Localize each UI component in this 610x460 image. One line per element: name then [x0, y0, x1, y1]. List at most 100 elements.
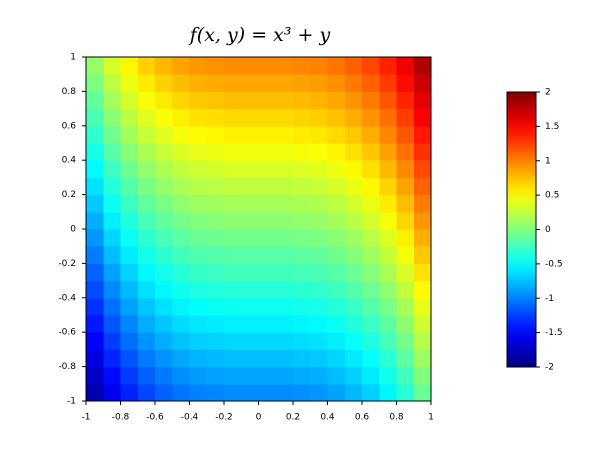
colorbar-tick-label: -1	[545, 294, 554, 304]
heat-cell	[206, 143, 225, 161]
heat-cell	[275, 194, 294, 213]
y-tick-label: -1	[67, 397, 76, 407]
heat-cell	[362, 349, 380, 368]
heat-cell	[189, 211, 208, 230]
heat-cell	[120, 108, 139, 127]
heat-cell	[344, 297, 363, 316]
heat-cell	[275, 315, 294, 333]
heat-cell	[379, 57, 397, 75]
heat-cell	[120, 383, 139, 402]
heat-cell	[275, 177, 294, 196]
x-tick-label: 0	[256, 413, 262, 423]
heat-cell	[379, 349, 397, 368]
y-tick-label: -0.8	[58, 362, 76, 372]
heat-cell	[344, 315, 363, 333]
heat-cell	[172, 366, 190, 385]
heat-cell	[379, 246, 397, 264]
heat-cell	[155, 177, 173, 196]
heat-cell	[258, 263, 277, 282]
heat-cell	[293, 332, 311, 350]
heat-cell	[241, 280, 259, 299]
heat-cell	[224, 177, 242, 196]
heat-cell	[258, 383, 277, 402]
heat-cell	[327, 177, 346, 196]
heat-cell	[379, 332, 397, 350]
heat-cell	[310, 315, 328, 333]
heat-cell	[155, 194, 173, 213]
heat-cell	[189, 280, 208, 299]
heat-cell	[293, 74, 311, 92]
heat-cell	[379, 315, 397, 333]
heat-cell	[379, 383, 397, 402]
heat-cell	[224, 143, 242, 161]
heat-cell	[293, 263, 311, 282]
heat-cell	[310, 383, 328, 402]
heat-cell	[103, 125, 121, 144]
heat-cell	[120, 297, 139, 316]
heat-cell	[344, 194, 363, 213]
heat-cell	[362, 263, 380, 282]
heat-cell	[103, 160, 121, 178]
heat-cell	[293, 246, 311, 264]
y-tick-label: 0.2	[62, 190, 76, 200]
heat-cell	[206, 297, 225, 316]
heat-cell	[310, 194, 328, 213]
x-tick-label: -0.8	[112, 413, 130, 423]
heat-cell	[413, 280, 432, 299]
y-tick-label: -0.2	[58, 259, 76, 269]
heat-cell	[172, 280, 190, 299]
heat-cell	[258, 246, 277, 264]
heat-cell	[344, 211, 363, 230]
heat-cell	[310, 211, 328, 230]
heat-cell	[137, 74, 156, 92]
heat-cell	[189, 177, 208, 196]
heat-cell	[224, 383, 242, 402]
heat-cell	[241, 194, 259, 213]
heat-cell	[275, 211, 294, 230]
heat-cell	[172, 177, 190, 196]
heat-cell	[206, 211, 225, 230]
heat-cell	[103, 211, 121, 230]
heat-cell	[86, 74, 104, 92]
x-tick-label: -0.2	[215, 413, 233, 423]
heat-cell	[379, 108, 397, 127]
heat-cell	[189, 108, 208, 127]
colorbar-tick-label: 2	[545, 88, 551, 98]
heat-cell	[413, 263, 432, 282]
heatmap	[86, 57, 432, 402]
heat-cell	[155, 246, 173, 264]
heat-cell	[224, 91, 242, 110]
heat-cell	[86, 349, 104, 368]
heat-cell	[344, 229, 363, 247]
heat-cell	[310, 297, 328, 316]
heat-cell	[362, 280, 380, 299]
heat-cell	[189, 194, 208, 213]
heat-cell	[275, 246, 294, 264]
heat-cell	[344, 74, 363, 92]
heat-cell	[344, 57, 363, 75]
heat-cell	[344, 143, 363, 161]
x-tick-label: -0.4	[181, 413, 199, 423]
heat-cell	[241, 263, 259, 282]
heat-cell	[413, 297, 432, 316]
heat-cell	[362, 315, 380, 333]
heat-cell	[172, 263, 190, 282]
heat-cell	[137, 160, 156, 178]
heat-cell	[293, 211, 311, 230]
heat-cell	[155, 332, 173, 350]
heat-cell	[362, 57, 380, 75]
heat-cell	[103, 57, 121, 75]
heat-cell	[413, 366, 432, 385]
heat-cell	[275, 91, 294, 110]
heat-cell	[189, 315, 208, 333]
y-tick-label: -0.4	[58, 293, 76, 303]
heat-cell	[189, 263, 208, 282]
heat-cell	[327, 246, 346, 264]
heat-cell	[155, 349, 173, 368]
colorbar-tick-label: -1.5	[545, 328, 563, 338]
heat-cell	[241, 246, 259, 264]
heat-cell	[224, 263, 242, 282]
heat-cell	[379, 280, 397, 299]
heat-cell	[379, 194, 397, 213]
heat-cell	[362, 125, 380, 144]
